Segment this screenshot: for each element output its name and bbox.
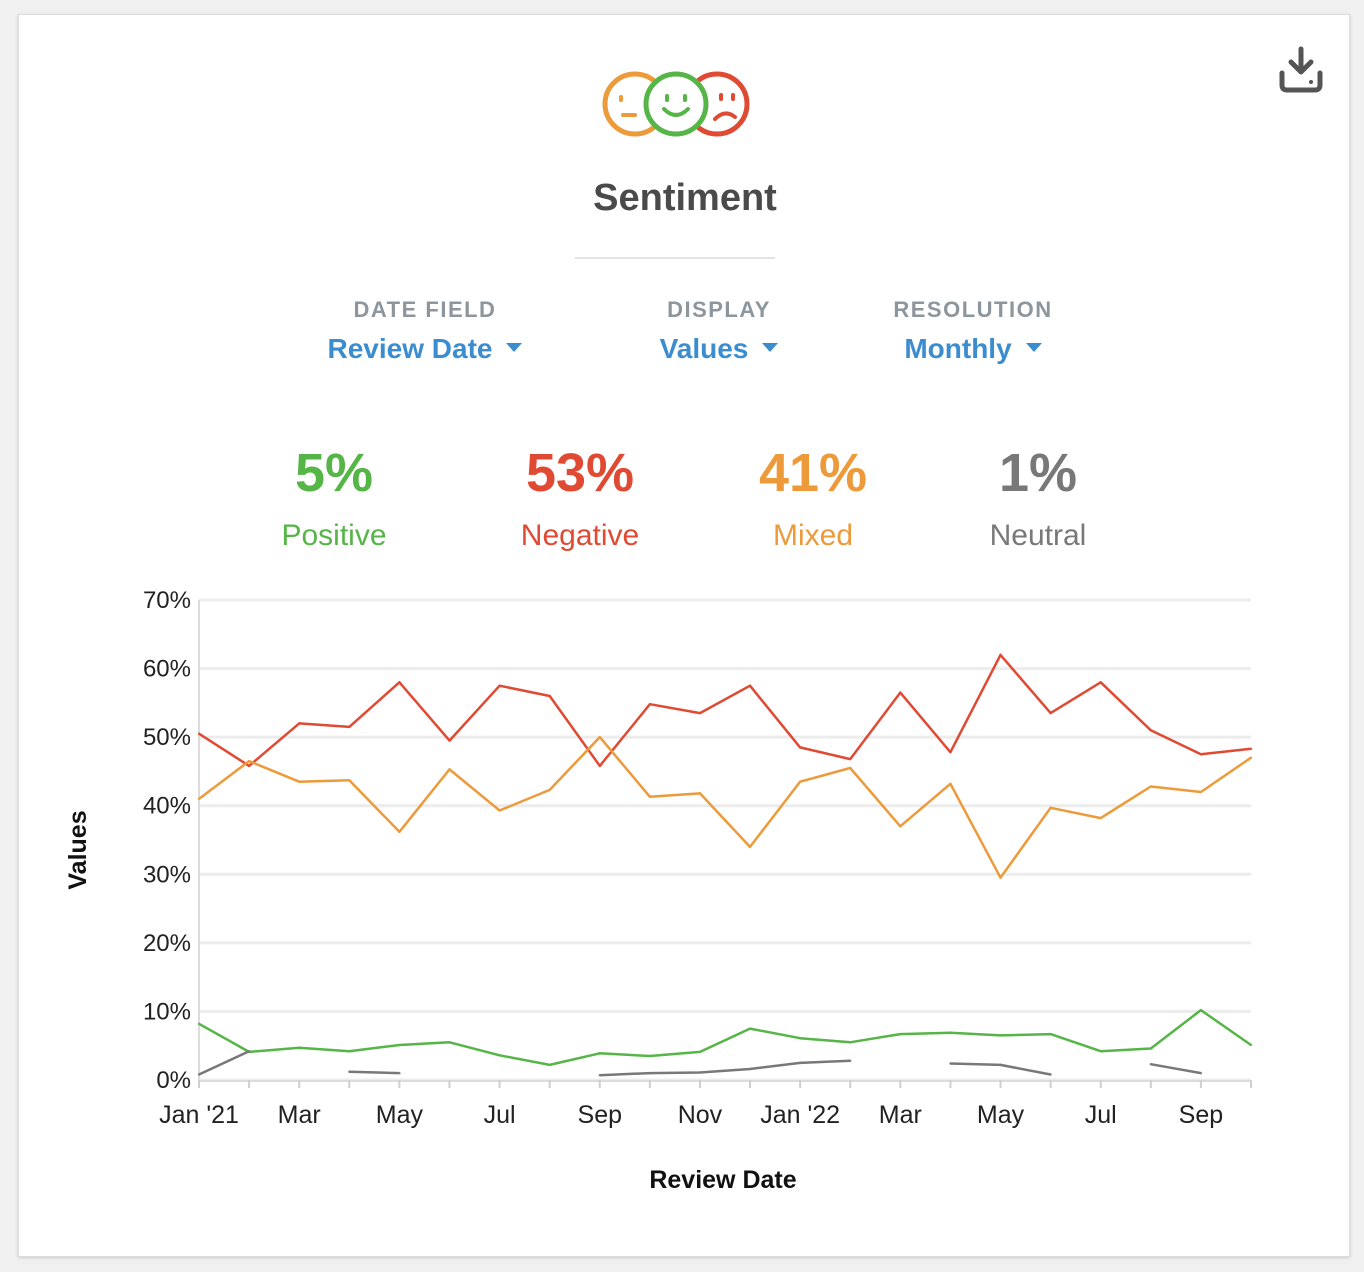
y-tick-label: 0% bbox=[156, 1067, 191, 1094]
x-tick-label: Sep bbox=[578, 1101, 622, 1129]
negative-series-line bbox=[198, 653, 1252, 768]
resolution-value[interactable]: Monthly bbox=[904, 333, 1012, 364]
positive-series-line bbox=[198, 1008, 1252, 1067]
summary-mixed: 41% Mixed bbox=[713, 443, 913, 553]
display-value[interactable]: Values bbox=[659, 333, 749, 364]
title-divider bbox=[575, 257, 775, 259]
neutral-series-line bbox=[950, 1062, 1051, 1076]
chevron-down-icon[interactable] bbox=[762, 343, 779, 353]
y-tick-label: 40% bbox=[143, 793, 191, 820]
summary-neutral: 1% Neutral bbox=[938, 443, 1138, 553]
y-tick-label: 70% bbox=[143, 587, 191, 614]
x-tick-label: Jan '22 bbox=[760, 1101, 840, 1129]
negative-percent: 53% bbox=[525, 443, 635, 503]
summary-positive: 5% Positive bbox=[234, 443, 434, 553]
sentiment-faces-icon bbox=[602, 71, 750, 137]
positive-label: Positive bbox=[281, 519, 387, 552]
display-dropdown[interactable]: Values bbox=[619, 333, 819, 365]
date-field-label: DATE FIELD bbox=[353, 297, 497, 322]
resolution-dropdown[interactable]: Monthly bbox=[863, 333, 1083, 365]
sentiment-widget: Sentiment DATE FIELD Review Date DISPLAY… bbox=[18, 14, 1350, 1257]
negative-label: Negative bbox=[520, 519, 640, 552]
date-field-control: DATE FIELD Review Date bbox=[305, 297, 545, 365]
resolution-label: RESOLUTION bbox=[893, 297, 1053, 322]
date-field-value[interactable]: Review Date bbox=[327, 333, 493, 364]
summary-negative: 53% Negative bbox=[480, 443, 680, 553]
positive-percent: 5% bbox=[294, 443, 374, 503]
mixed-percent: 41% bbox=[758, 443, 868, 503]
chevron-down-icon[interactable] bbox=[1025, 343, 1042, 353]
x-tick-label: Mar bbox=[879, 1101, 922, 1129]
y-tick-label: 30% bbox=[143, 861, 191, 888]
x-axis-title: Review Date bbox=[649, 1166, 796, 1194]
x-tick-label: Jan '21 bbox=[159, 1101, 239, 1129]
display-control: DISPLAY Values bbox=[619, 297, 819, 365]
x-tick-label: May bbox=[376, 1101, 424, 1129]
neutral-series-line bbox=[349, 1070, 400, 1075]
date-field-dropdown[interactable]: Review Date bbox=[305, 333, 545, 365]
x-tick-label: Jul bbox=[1085, 1101, 1117, 1129]
y-tick-label: 20% bbox=[143, 930, 191, 957]
download-icon[interactable] bbox=[1277, 45, 1325, 95]
neutral-label: Neutral bbox=[989, 519, 1087, 552]
x-tick-label: Jul bbox=[484, 1101, 516, 1129]
mixed-series-line bbox=[198, 735, 1252, 879]
neutral-series-line bbox=[599, 1059, 851, 1077]
display-label: DISPLAY bbox=[667, 297, 771, 322]
x-tick-label: Mar bbox=[278, 1101, 321, 1129]
y-tick-label: 60% bbox=[143, 656, 191, 683]
resolution-control: RESOLUTION Monthly bbox=[863, 297, 1083, 365]
mixed-label: Mixed bbox=[772, 519, 854, 552]
sentiment-line-chart: 0% 10% 20% 30% 40% 50% 60% 70% Jan '21 Mar May Jul S… bbox=[64, 587, 1253, 1194]
y-tick-label: 50% bbox=[143, 724, 191, 751]
download-button[interactable] bbox=[1277, 45, 1325, 95]
x-tick-label: May bbox=[977, 1101, 1025, 1129]
neutral-percent: 1% bbox=[998, 443, 1078, 503]
neutral-series-line bbox=[1150, 1062, 1202, 1075]
y-axis-title: Values bbox=[64, 810, 92, 889]
chevron-down-icon[interactable] bbox=[506, 343, 523, 353]
x-tick-label: Nov bbox=[678, 1101, 723, 1129]
widget-title: Sentiment bbox=[593, 177, 777, 219]
x-tick-label: Sep bbox=[1179, 1101, 1223, 1129]
y-tick-label: 10% bbox=[143, 998, 191, 1025]
neutral-series-line bbox=[198, 1050, 250, 1076]
